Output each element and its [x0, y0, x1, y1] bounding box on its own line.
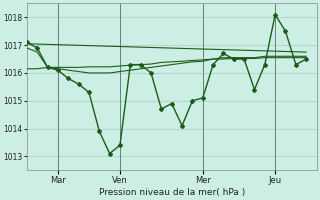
X-axis label: Pression niveau de la mer( hPa ): Pression niveau de la mer( hPa ) — [99, 188, 245, 197]
